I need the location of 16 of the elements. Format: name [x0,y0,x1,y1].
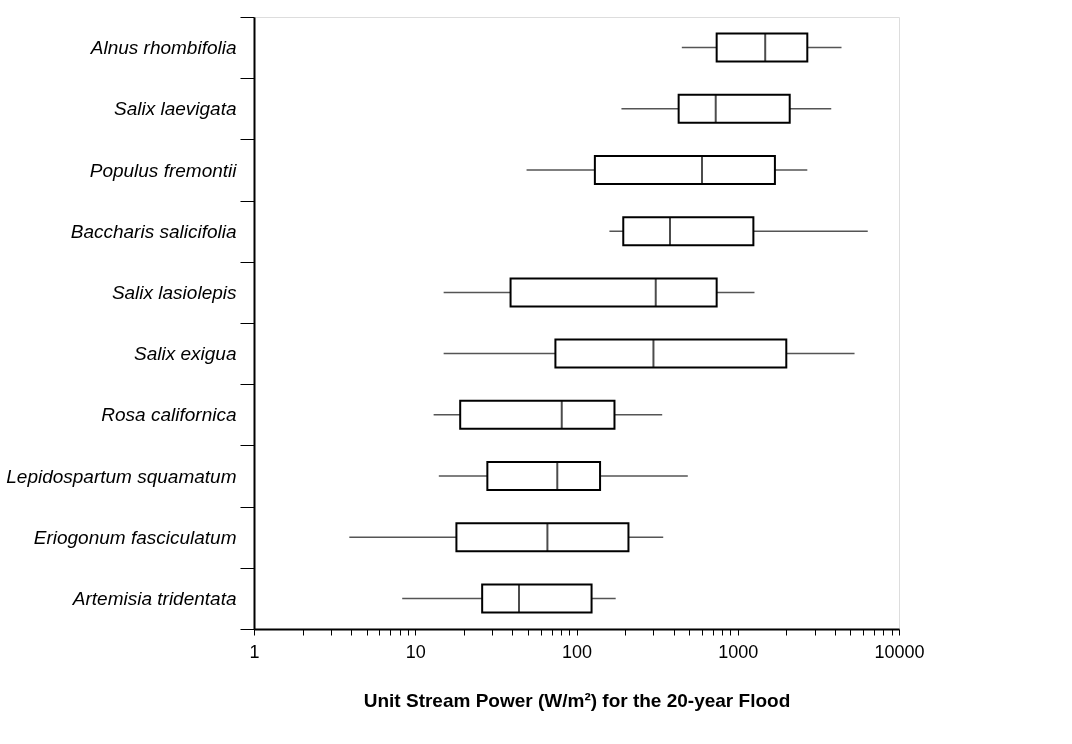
y-tick-label: Salix exigua [134,343,237,365]
y-tick-label: Alnus rhombifolia [89,37,237,59]
x-tick-label: 1000 [718,641,759,662]
y-tick-label: Populus fremontii [89,159,238,181]
y-tick-label: Lepidospartum squamatum [6,465,237,487]
x-tick-label: 10000 [874,641,925,662]
y-tick-label: Baccharis salicifolia [70,220,237,242]
x-tick-label: 100 [561,641,593,662]
y-tick-label: Artemisia tridentata [71,587,237,609]
x-tick-label: 1 [249,641,260,662]
y-tick-label: Salix laevigata [113,98,237,120]
y-tick-label: Eriogonum fasciculatum [33,526,237,548]
y-tick-label: Salix lasiolepis [111,281,237,303]
x-tick-label: 10 [405,641,426,662]
y-tick-label: Rosa californica [101,404,237,426]
x-axis-title: Unit Stream Power (W/m²) for the 20-year Flood [363,689,791,711]
